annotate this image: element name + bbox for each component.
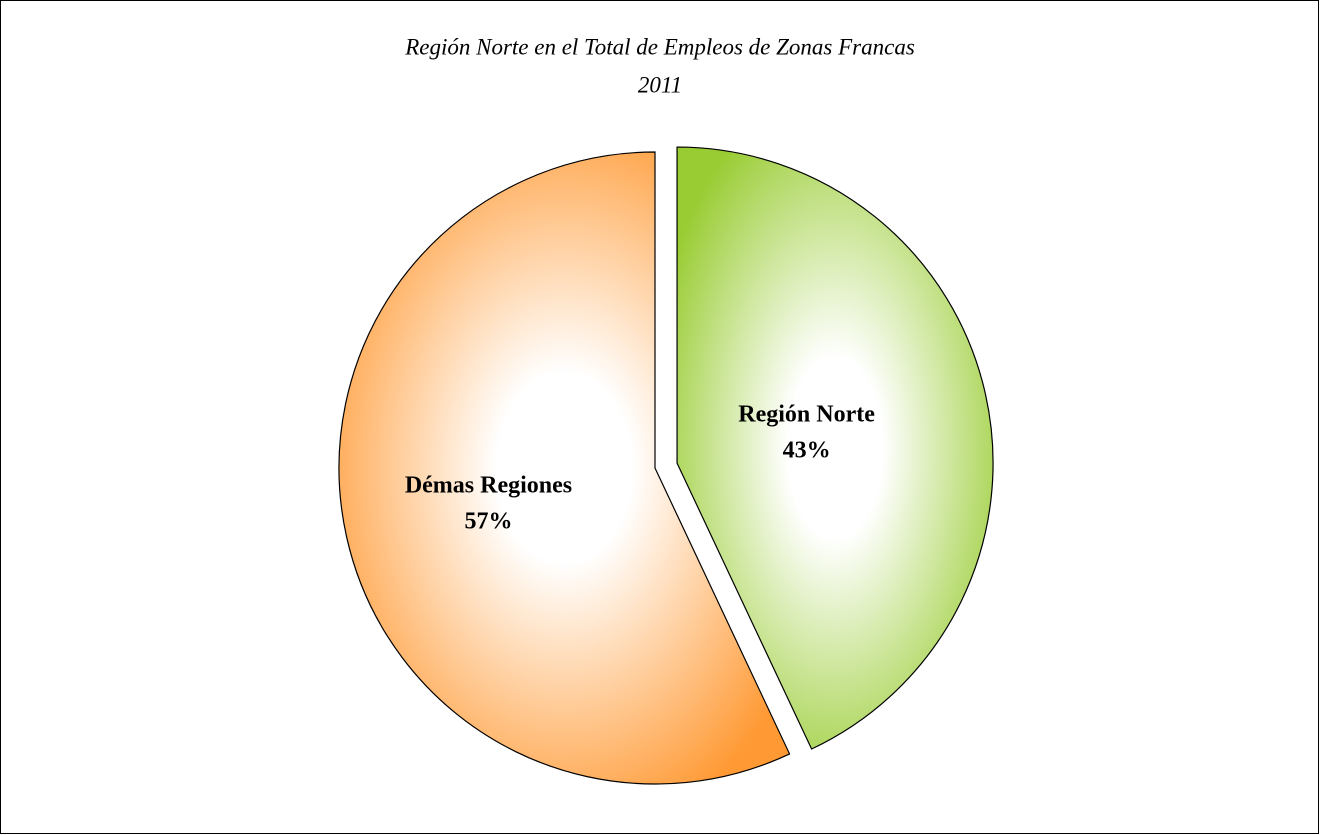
slice-value-label: 43% xyxy=(783,438,831,464)
slice-label: Región Norte xyxy=(738,402,875,428)
slice-label: Démas Regiones xyxy=(405,473,572,499)
pie-slice xyxy=(338,151,791,785)
chart-subtitle: 2011 xyxy=(638,72,682,97)
pie-slice xyxy=(676,146,994,750)
chart-title: Región Norte en el Total de Empleos de Z… xyxy=(404,34,915,59)
slice-value-label: 57% xyxy=(464,509,512,535)
